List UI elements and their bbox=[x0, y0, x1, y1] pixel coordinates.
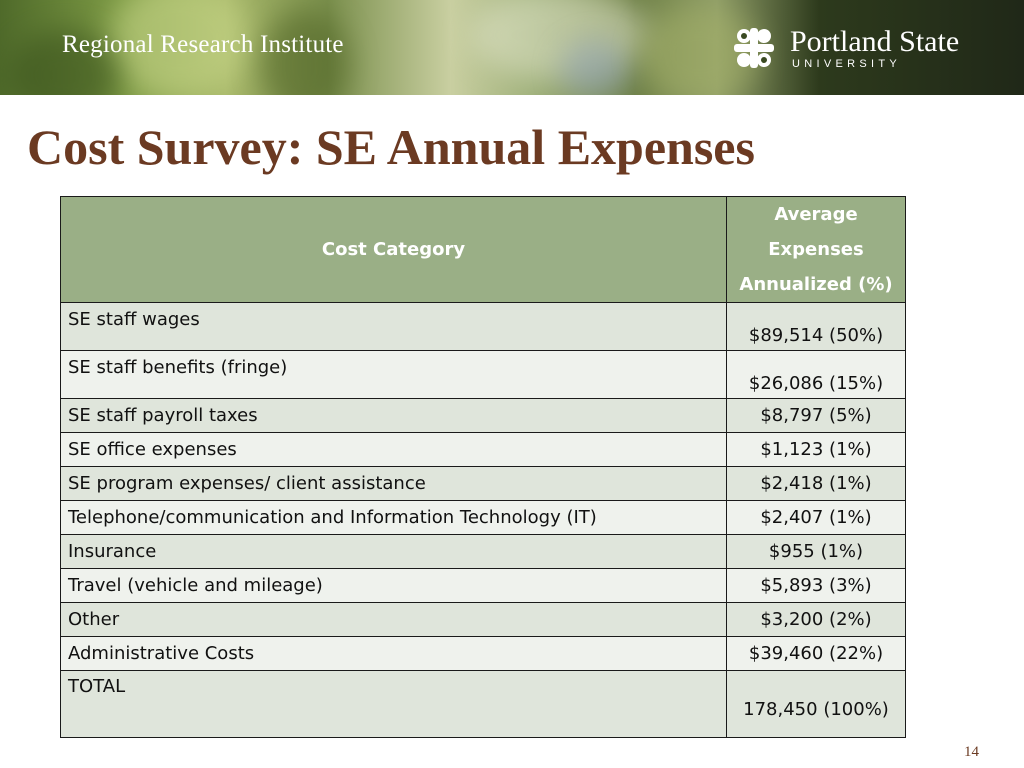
cost-category-cell: SE program expenses/ client assistance bbox=[60, 466, 727, 501]
cost-category-cell: SE office expenses bbox=[60, 432, 727, 467]
banner-foliage-blur bbox=[110, 0, 250, 95]
header-average-line: Expenses bbox=[768, 239, 864, 260]
table-total-row: TOTAL 178,450 (100%) bbox=[60, 670, 906, 738]
table-row: Insurance $955 (1%) bbox=[60, 534, 906, 569]
expense-value-cell: $2,418 (1%) bbox=[726, 466, 906, 501]
expense-value-cell: $2,407 (1%) bbox=[726, 500, 906, 535]
cost-category-cell: Telephone/communication and Information … bbox=[60, 500, 727, 535]
total-label-cell: TOTAL bbox=[60, 670, 727, 738]
cost-category-cell: Insurance bbox=[60, 534, 727, 569]
header-average-expenses: Average Expenses Annualized (%) bbox=[726, 196, 906, 303]
banner-foliage-blur bbox=[10, 30, 120, 95]
expense-value-cell: $89,514 (50%) bbox=[726, 302, 906, 351]
expense-value-cell: $8,797 (5%) bbox=[726, 398, 906, 433]
cost-category-cell: SE staff benefits (fringe) bbox=[60, 350, 727, 399]
table-row: Telephone/communication and Information … bbox=[60, 500, 906, 535]
cost-category-cell: SE staff wages bbox=[60, 302, 727, 351]
header-cost-category: Cost Category bbox=[60, 196, 727, 303]
banner-window-blur bbox=[560, 40, 630, 95]
expense-value-cell: $26,086 (15%) bbox=[726, 350, 906, 399]
expense-value-cell: $39,460 (22%) bbox=[726, 636, 906, 671]
cost-table: Cost Category Average Expenses Annualize… bbox=[60, 196, 906, 738]
page-number: 14 bbox=[964, 744, 979, 760]
cost-category-cell: Travel (vehicle and mileage) bbox=[60, 568, 727, 603]
university-subtitle: UNIVERSITY bbox=[792, 58, 902, 70]
cost-category-cell: SE staff payroll taxes bbox=[60, 398, 727, 433]
table-row: SE staff wages $89,514 (50%) bbox=[60, 302, 906, 351]
university-name: Portland State bbox=[790, 25, 960, 58]
table-row: SE program expenses/ client assistance $… bbox=[60, 466, 906, 501]
expense-value-cell: $955 (1%) bbox=[726, 534, 906, 569]
banner-foliage-blur bbox=[260, 10, 350, 95]
header-banner: Regional Research Institute Portland Sta… bbox=[0, 0, 1024, 95]
institute-name: Regional Research Institute bbox=[62, 31, 344, 58]
table-row: Travel (vehicle and mileage) $5,893 (3%) bbox=[60, 568, 906, 603]
total-value-cell: 178,450 (100%) bbox=[726, 670, 906, 738]
table-row: SE staff payroll taxes $8,797 (5%) bbox=[60, 398, 906, 433]
expense-value-cell: $3,200 (2%) bbox=[726, 602, 906, 637]
table-row: SE office expenses $1,123 (1%) bbox=[60, 432, 906, 467]
header-average-line: Average bbox=[774, 204, 858, 225]
slide-title: Cost Survey: SE Annual Expenses bbox=[27, 119, 755, 175]
expense-value-cell: $1,123 (1%) bbox=[726, 432, 906, 467]
table-header-row: Cost Category Average Expenses Annualize… bbox=[60, 196, 906, 303]
table-row: Other $3,200 (2%) bbox=[60, 602, 906, 637]
psu-logo-icon bbox=[734, 28, 774, 68]
table-row: SE staff benefits (fringe) $26,086 (15%) bbox=[60, 350, 906, 399]
cost-category-cell: Administrative Costs bbox=[60, 636, 727, 671]
expense-value-cell: $5,893 (3%) bbox=[726, 568, 906, 603]
cost-category-cell: Other bbox=[60, 602, 727, 637]
table-row: Administrative Costs $39,460 (22%) bbox=[60, 636, 906, 671]
header-average-line: Annualized (%) bbox=[739, 274, 893, 295]
